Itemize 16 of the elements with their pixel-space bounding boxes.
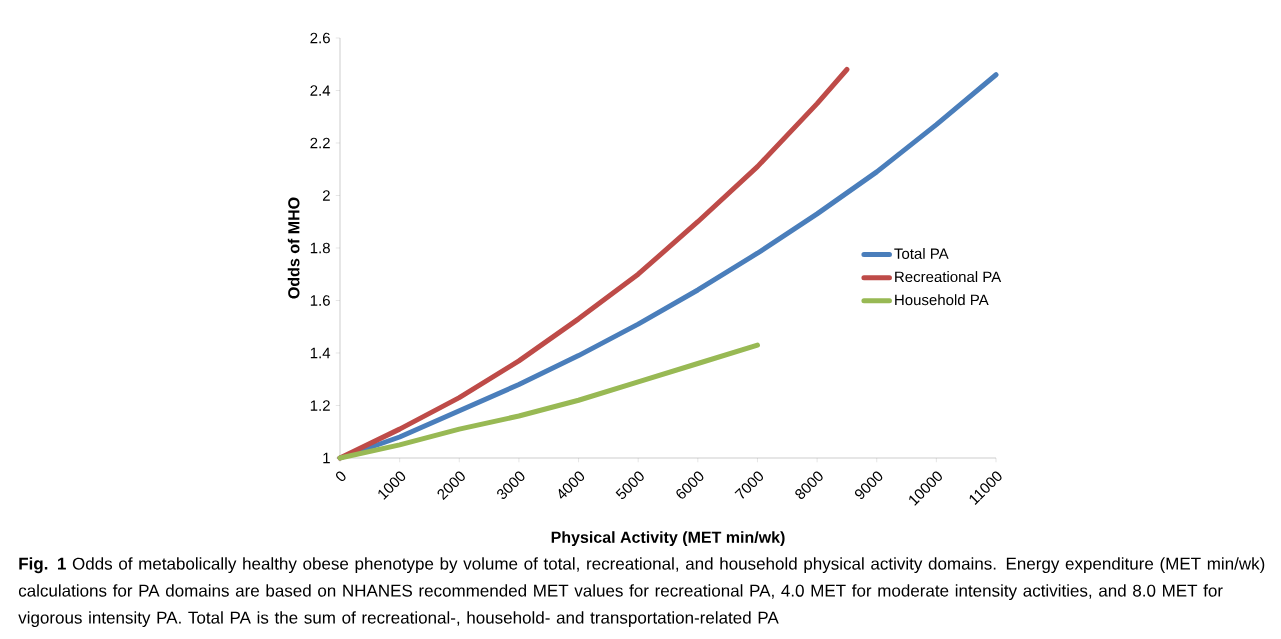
x-axis-title: Physical Activity (MET min/wk) (551, 531, 785, 547)
legend-label: Recreational PA (895, 271, 1002, 283)
y-tick-label: 1.8 (310, 242, 330, 254)
y-tick-label: 1 (323, 452, 330, 464)
y-tick-label: 1.2 (310, 400, 330, 411)
y-tick-label: 2.6 (310, 32, 330, 44)
y-tick-label: 1.6 (310, 295, 330, 306)
y-tick-label: 2.4 (310, 85, 331, 96)
y-tick-label: 2.2 (310, 137, 330, 149)
y-tick-label: 2 (322, 190, 330, 201)
y-tick-label: 1.4 (310, 347, 331, 359)
text: Fig. 1 Odds of metabolically healthy obese phenotype by volume of total, recreational, and household physical activity domains. Energy expenditure (MET min/wk) calculations for PA domains are based on NHANES recommended MET values for recreational PA, 4.0 MET for moderate intensity activities, and 8.0 MET for vigorous intensity PA. Total PA is the sum of recreational-, household- and transportation-related PA (18, 557, 1265, 628)
x-tick-label: 0 (336, 471, 346, 482)
legend-label: Household PA (895, 294, 989, 306)
y-axis-title: Odds of MHO (287, 197, 300, 299)
legend-label: Total PA (894, 247, 949, 259)
